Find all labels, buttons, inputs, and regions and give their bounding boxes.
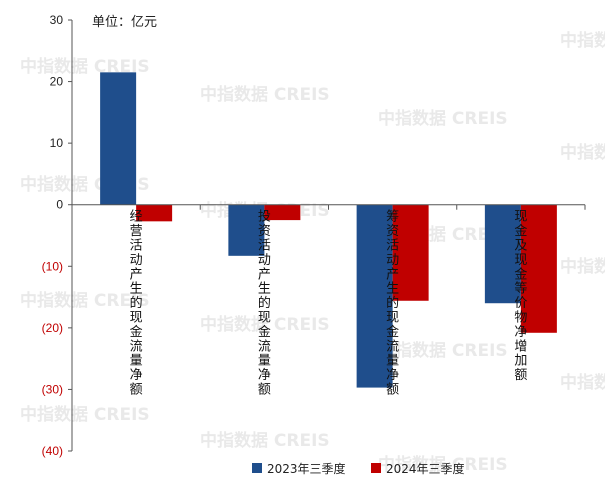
bar-2023-1 [100,72,137,205]
y-axis: 30 20 10 0 (10) (20) (30) (40) [42,13,73,458]
category-label: 投资活动产生的现金流量净额 [258,209,271,398]
y-tick-label: (20) [42,321,63,335]
category-label: 经营活动产生的现金流量净额 [130,210,143,398]
x-axis [71,204,586,210]
y-tick-label: (10) [42,259,63,273]
y-tick-label: 20 [50,75,64,89]
watermark-text: 中指数据 CREIS [200,84,330,105]
watermark-text: 中指数据 CREIS [560,30,605,51]
watermark-text: 中指数据 CREIS [560,372,605,393]
y-tick-label: 10 [50,136,64,150]
watermark-text: 中指数据 CREIS [20,404,150,425]
unit-label: 单位：亿元 [92,15,157,30]
legend: 2023年三季度 2024年三季度 [252,461,465,476]
watermark-text: 中指数据 CREIS [378,454,508,475]
legend-item-2024: 2024年三季度 [371,461,465,476]
bar-2024-4 [520,204,557,333]
legend-label: 2024年三季度 [386,461,465,476]
watermark-text: 中指数据 CREIS [200,314,330,335]
category-labels: 经营活动产生的现金流量净额 投资活动产生的现金流量净额 筹资活动产生的现金流量净额 现… [130,209,528,398]
category-label: 筹资活动产生的现金流量净额 [386,209,399,398]
watermark-text: 中指数据 CREIS [378,340,508,361]
legend-item-2023: 2023年三季度 [252,461,346,476]
watermark-text: 中指数据 CREIS [378,108,508,129]
watermark-text: 中指数据 CREIS [200,430,330,451]
bar-2024-1 [136,204,173,222]
y-tick-label: (40) [42,444,63,458]
category-label: 现金及现金等价物净增加额 [514,210,527,383]
bar-2024-3 [392,204,429,301]
bar-2024-2 [264,204,301,221]
watermark-text: 中指数据 CREIS [560,256,605,277]
watermark-text: 中指数据 CREIS [560,142,605,163]
y-tick-label: 30 [50,13,64,27]
legend-swatch [371,463,381,473]
y-tick-label: (30) [42,382,63,396]
watermark-text: 中指数据 CREIS [20,290,150,311]
bar-2023-3 [356,204,393,388]
legend-swatch [252,463,262,473]
legend-label: 2023年三季度 [267,461,346,476]
y-tick-label: 0 [56,198,63,212]
bar-2023-2 [228,204,265,256]
bars-group [100,72,557,388]
watermark-text: 中指数据 CREIS [20,56,150,77]
bar-2023-4 [484,204,521,304]
